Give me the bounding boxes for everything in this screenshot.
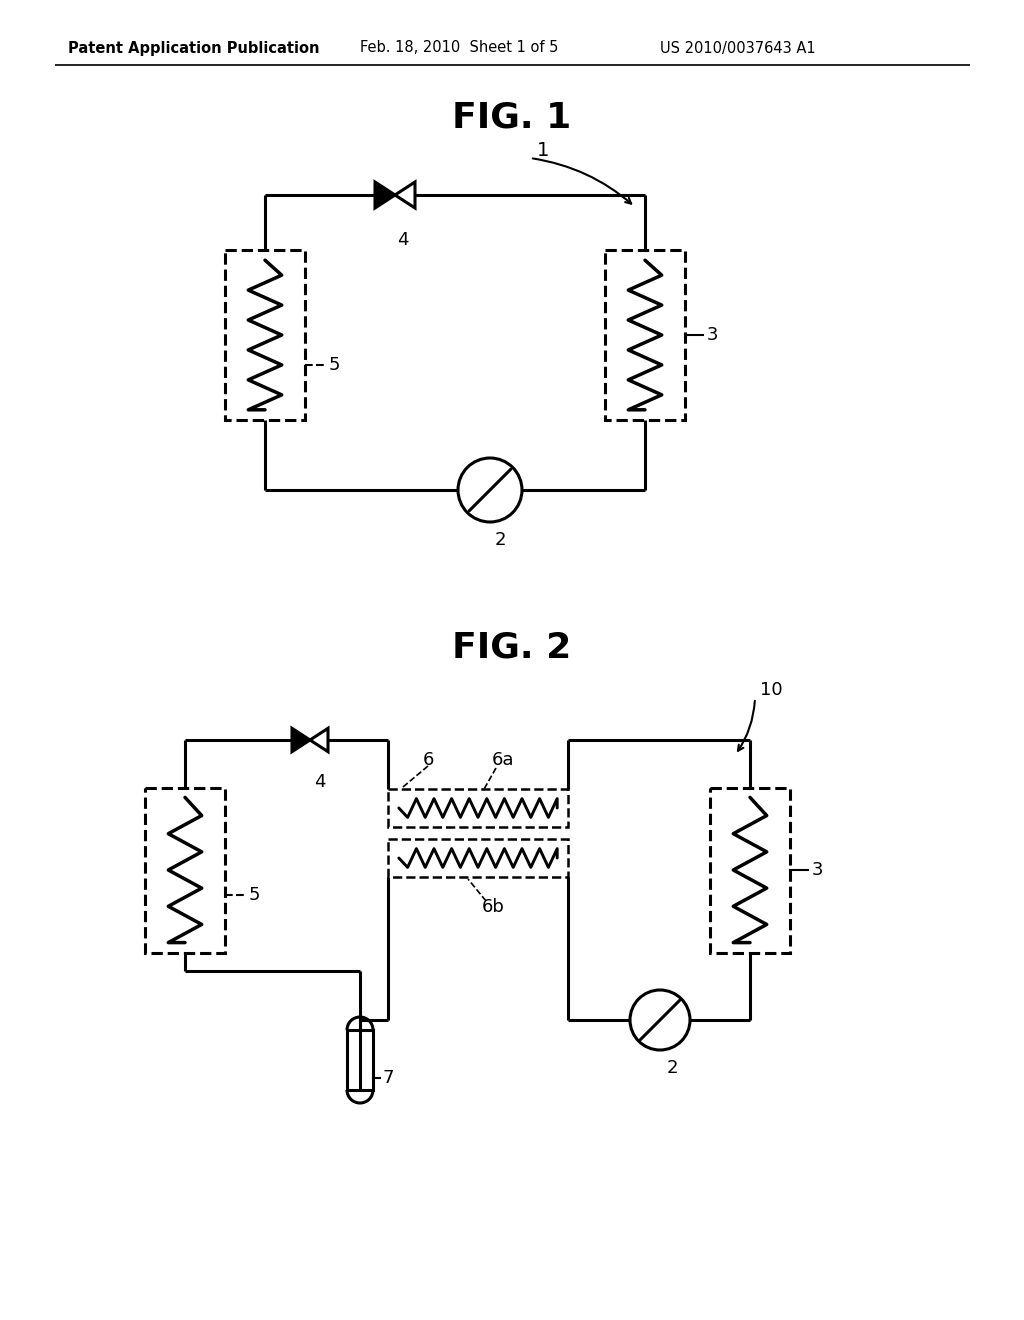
Text: 6a: 6a [492, 751, 514, 770]
Bar [225, 249, 305, 420]
Text: FIG. 1: FIG. 1 [453, 102, 571, 135]
Polygon shape [375, 182, 395, 209]
Bar [605, 249, 685, 420]
Text: 6: 6 [422, 751, 434, 770]
Polygon shape [292, 729, 310, 751]
Text: US 2010/0037643 A1: US 2010/0037643 A1 [660, 41, 816, 55]
Text: FIG. 2: FIG. 2 [453, 631, 571, 665]
Text: 4: 4 [314, 774, 326, 791]
Bar [145, 788, 225, 953]
Polygon shape [395, 182, 415, 209]
Bar [388, 789, 568, 828]
Text: 7: 7 [382, 1069, 393, 1086]
Text: 2: 2 [495, 531, 506, 549]
Polygon shape [310, 729, 328, 751]
Text: 3: 3 [812, 861, 823, 879]
Text: Patent Application Publication: Patent Application Publication [68, 41, 319, 55]
Bar [710, 788, 790, 953]
Text: 3: 3 [707, 326, 719, 345]
Text: 4: 4 [397, 231, 409, 249]
Text: 2: 2 [667, 1059, 678, 1077]
Bar [388, 840, 568, 876]
Text: 5: 5 [249, 886, 260, 904]
Text: 1: 1 [537, 140, 549, 160]
Bar [347, 1030, 373, 1090]
Text: 10: 10 [760, 681, 782, 700]
Text: 5: 5 [329, 356, 341, 374]
Text: 6b: 6b [481, 898, 505, 916]
Text: Feb. 18, 2010  Sheet 1 of 5: Feb. 18, 2010 Sheet 1 of 5 [360, 41, 558, 55]
